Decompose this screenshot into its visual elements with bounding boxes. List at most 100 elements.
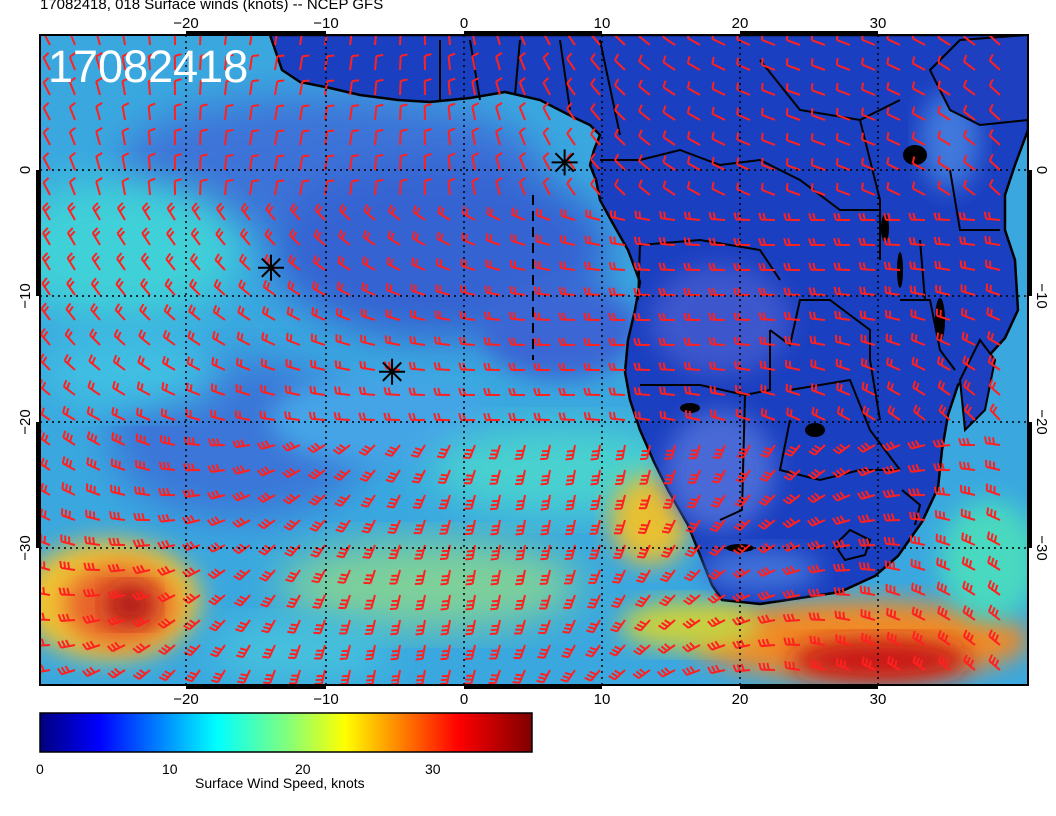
wind-barb <box>859 585 876 596</box>
wind-barb <box>614 128 626 146</box>
wind-barb <box>937 654 951 671</box>
wind-barb <box>583 261 601 271</box>
wind-barb <box>711 131 726 146</box>
wind-barb <box>540 519 551 536</box>
wind-barb <box>161 382 176 396</box>
wind-barb <box>338 229 351 246</box>
wind-barb <box>911 606 926 621</box>
wind-barb <box>91 252 101 271</box>
wind-barb <box>542 152 551 171</box>
wind-barb <box>310 333 326 346</box>
wind-barb <box>962 179 976 196</box>
wind-barb <box>584 235 601 246</box>
wind-barb <box>808 237 826 246</box>
wind-barb <box>963 379 976 396</box>
wind-barb <box>887 405 901 421</box>
wind-barb <box>42 227 51 246</box>
wind-barb <box>858 262 876 271</box>
wind-barb <box>260 594 276 608</box>
wind-barb <box>508 412 526 421</box>
wind-barb <box>758 212 776 221</box>
wind-barb <box>908 511 926 521</box>
wind-barb <box>910 309 926 321</box>
wind-barb <box>708 337 726 346</box>
wind-barb <box>483 311 501 321</box>
wind-barb <box>785 108 801 121</box>
wind-barb <box>883 536 901 546</box>
wind-barb <box>986 531 1001 546</box>
wind-barb <box>736 157 751 171</box>
wind-barb <box>563 594 576 610</box>
wind-barb <box>610 619 626 633</box>
wind-barb <box>63 353 76 371</box>
wind-barb <box>757 638 776 648</box>
wind-barb <box>683 287 701 296</box>
wind-barb <box>360 494 376 508</box>
wind-barb <box>132 669 151 680</box>
wind-barb <box>588 544 601 560</box>
wind-barb <box>559 235 576 246</box>
wind-barb <box>760 408 776 421</box>
wind-barb <box>160 408 176 421</box>
wind-barb <box>399 128 408 146</box>
wind-barb <box>57 639 76 649</box>
wind-barb <box>147 102 156 121</box>
wind-barb <box>349 129 360 146</box>
wind-barb <box>59 560 76 571</box>
wind-barb <box>559 261 576 271</box>
wind-barb <box>784 444 801 457</box>
wind-barb <box>959 260 976 271</box>
wind-barb <box>299 154 310 171</box>
wind-barb <box>158 669 176 682</box>
wind-barb <box>784 335 801 346</box>
wind-barb <box>383 387 401 396</box>
wind-barb <box>82 588 101 598</box>
wind-barb <box>785 35 801 46</box>
wind-barb <box>510 233 526 246</box>
wind-barb <box>374 178 384 196</box>
wind-barb <box>518 51 526 71</box>
wind-barb <box>399 103 408 121</box>
lon-tick-top: 30 <box>870 15 887 32</box>
wind-barb <box>495 52 503 71</box>
wind-barb <box>215 227 226 246</box>
wind-barb <box>711 56 726 71</box>
wind-barb <box>686 81 701 96</box>
wind-barb <box>810 108 826 121</box>
wind-barb <box>658 287 676 296</box>
wind-barb <box>349 54 360 71</box>
wind-barb <box>785 83 801 96</box>
wind-barb <box>508 311 526 321</box>
wind-barb <box>985 259 1001 271</box>
wind-barb <box>519 35 526 46</box>
wind-barb <box>682 618 701 629</box>
wind-barb <box>783 287 801 296</box>
wind-barb <box>209 644 226 658</box>
wind-barb <box>116 252 126 271</box>
wind-barb <box>433 362 451 371</box>
wind-barb <box>883 237 901 246</box>
wind-barb <box>833 286 851 296</box>
wind-barb <box>360 308 376 321</box>
wind-barb <box>95 52 103 71</box>
wind-barb <box>112 354 126 371</box>
asterisk-marker <box>551 149 578 176</box>
wind-barb <box>385 469 401 483</box>
wind-barb <box>408 361 426 371</box>
wind-barb <box>82 666 101 677</box>
wind-barb <box>885 333 901 346</box>
wind-barb <box>710 409 726 421</box>
wind-barb <box>207 490 226 500</box>
wind-barb <box>657 643 676 654</box>
wind-barb <box>911 131 926 146</box>
wind-barb <box>807 468 826 480</box>
wind-barb <box>437 205 451 221</box>
wind-barb <box>159 434 176 446</box>
wind-barb <box>911 56 926 71</box>
wind-barb <box>811 406 826 421</box>
colorbar-tick: 30 <box>425 761 441 777</box>
wind-barb <box>810 58 826 71</box>
wind-barb <box>68 101 77 121</box>
wind-barb <box>359 469 376 482</box>
wind-barb <box>91 227 101 246</box>
